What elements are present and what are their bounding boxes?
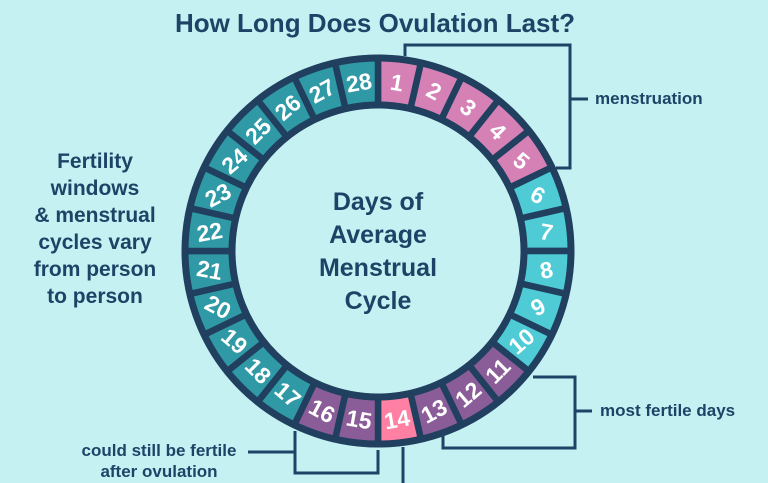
menstruation-bracket [403, 43, 572, 170]
fertile-after-ovulation-line: could still be fertile [81, 441, 237, 460]
menstruation-label: menstruation [595, 89, 703, 108]
ring-center-caption-line: Menstrual [318, 254, 438, 282]
day-number-7: 7 [538, 218, 555, 246]
day-number-28: 28 [344, 68, 374, 98]
fertility-note-line: cycles vary [38, 231, 152, 254]
day-number-22: 22 [195, 217, 225, 247]
ring-center-caption-line: Cycle [344, 287, 412, 315]
page-title: How Long Does Ovulation Last? [174, 8, 576, 38]
fertility-note-line: Fertility [57, 150, 133, 173]
day-number-15: 15 [344, 404, 374, 434]
fertility-note: Fertility windows & menstrual cycles var… [15, 148, 175, 310]
ring-center-caption-line: Days of [332, 188, 424, 216]
ring-outer-rim [181, 54, 575, 448]
ring-center-caption-line: Average [329, 221, 427, 249]
day-number-1: 1 [388, 69, 405, 97]
fertile-after-ovulation-line: after ovulation [100, 462, 218, 481]
after-ovulation-bracket [293, 431, 380, 475]
most-fertile-days-label: most fertile days [600, 401, 736, 420]
fertility-note-line: windows [50, 177, 140, 200]
fertility-note-line: to person [47, 285, 143, 308]
day-number-14: 14 [382, 404, 412, 434]
day-number-21: 21 [195, 255, 225, 285]
day-number-8: 8 [538, 256, 555, 284]
ring-center-caption: Days of Average Menstrual Cycle [278, 186, 478, 318]
fertility-note-line: & menstrual [34, 204, 156, 227]
fertility-note-line: from person [33, 258, 157, 281]
most-fertile-bracket [441, 375, 577, 450]
fertile-after-ovulation-label: could still be fertile after ovulation [55, 440, 263, 482]
ring-inner-rim [228, 101, 528, 401]
